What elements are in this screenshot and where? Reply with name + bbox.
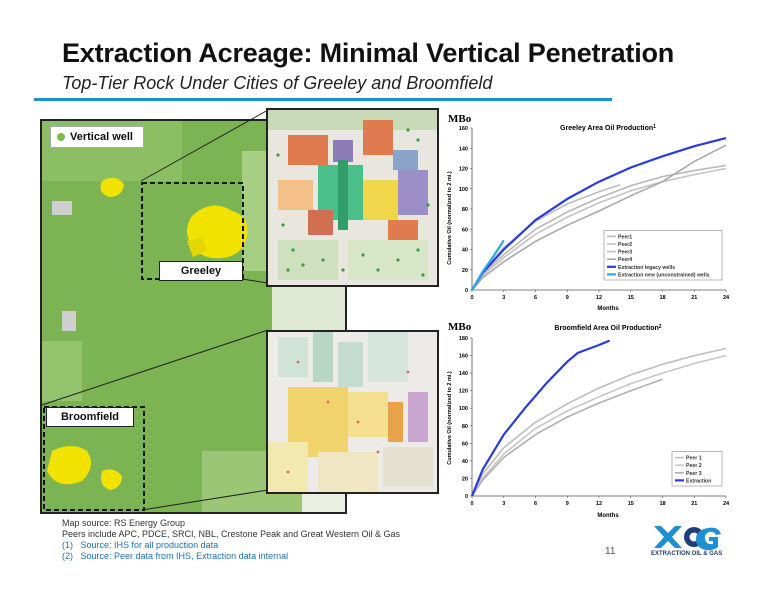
y-tick-label: 80: [462, 424, 468, 430]
legend-entry: Peer2: [618, 242, 632, 248]
x-tick-label: 24: [723, 501, 730, 507]
legend-entry: Peer 1: [686, 456, 702, 462]
greeley-inset-map: [266, 108, 439, 287]
x-tick-label: 18: [659, 295, 665, 301]
series-line-3: [471, 183, 621, 291]
chart-legend: [603, 230, 723, 281]
map-legend: Vertical well: [50, 126, 144, 148]
y-tick-label: 40: [462, 248, 468, 254]
legend-entry: Extraction: [686, 478, 711, 484]
x-tick-label: 18: [659, 501, 665, 507]
broomfield-inset-map: [266, 330, 439, 494]
x-tick-label: 15: [628, 295, 634, 301]
y-tick-label: 20: [462, 476, 468, 482]
x-tick-label: 6: [534, 501, 537, 507]
title-rule: [34, 98, 612, 101]
y-tick-label: 140: [459, 371, 468, 377]
page-number: 11: [605, 546, 616, 557]
greeley-inset-drawing: [268, 110, 437, 285]
y-tick-label: 60: [462, 441, 468, 447]
x-tick-label: 9: [566, 501, 569, 507]
footnote-1: (1) Source: IHS for all production data: [62, 540, 219, 550]
peers-note: Peers include APC, PDCE, SRCI, NBL, Cres…: [62, 529, 400, 539]
x-tick-label: 0: [470, 501, 473, 507]
x-tick-label: 0: [470, 295, 473, 301]
series-line-3: [471, 378, 663, 497]
series-line-4: [470, 339, 611, 497]
legend-entry: Peer3: [618, 250, 632, 256]
y-tick-label: 0: [465, 288, 468, 294]
y-tick-label: 20: [462, 268, 468, 274]
vertical-well-dot-icon: [57, 133, 65, 141]
footnote-2: (2) Source: Peer data from IHS, Extracti…: [62, 551, 289, 561]
x-tick-label: 3: [502, 501, 505, 507]
page-title: Extraction Acreage: Minimal Vertical Pen…: [62, 38, 675, 68]
greeley-production-chart: MBo Greeley Area Oil Production1 Months …: [447, 113, 730, 312]
x-axis-label: Months: [597, 306, 619, 312]
x-axis-label: Months: [597, 513, 619, 519]
y-tick-label: 0: [465, 494, 468, 500]
y-tick-label: 120: [459, 167, 468, 173]
y-tick-label: 60: [462, 227, 468, 233]
x-tick-label: 15: [628, 501, 634, 507]
x-tick-label: 24: [723, 295, 730, 301]
logo-text: EXTRACTION OIL & GAS: [651, 551, 723, 557]
y-tick-label: 160: [459, 126, 468, 132]
legend-entry: Peer4: [618, 257, 632, 263]
broomfield-production-chart: MBo Broomfield Area Oil Production2 Mont…: [447, 321, 730, 519]
y-axis-label: Cumulative Oil (normalized to 2 mi.): [447, 171, 453, 265]
x-tick-label: 21: [691, 501, 697, 507]
chart-unit-label: MBo: [448, 113, 472, 125]
legend-entry: Extraction new (unconstrained) wells: [618, 272, 710, 278]
x-tick-label: 9: [566, 295, 569, 301]
map-source-note: Map source: RS Energy Group: [62, 518, 186, 528]
series-line-2: [471, 167, 727, 291]
broomfield-label: Broomfield: [46, 407, 134, 427]
x-tick-label: 6: [534, 295, 537, 301]
chart-unit-label: MBo: [448, 321, 472, 333]
chart-title: Greeley Area Oil Production1: [560, 124, 656, 132]
series-line-6: [471, 239, 505, 291]
broomfield-inset-drawing: [268, 332, 437, 492]
greeley-label: Greeley: [159, 261, 243, 281]
y-axis-label: Cumulative Oil (normalized to 2 mi.): [447, 371, 453, 465]
x-tick-label: 12: [596, 501, 602, 507]
y-tick-label: 40: [462, 459, 468, 465]
legend-entry: Peer 3: [686, 471, 702, 477]
y-tick-label: 80: [462, 207, 468, 213]
series-line-2: [471, 354, 727, 497]
y-tick-label: 180: [459, 336, 468, 342]
legend-entry: Extraction legacy wells: [618, 265, 675, 271]
map-legend-label: Vertical well: [70, 131, 133, 143]
x-tick-label: 3: [502, 295, 505, 301]
series-line-4: [471, 144, 727, 291]
xog-logo-icon: [650, 522, 721, 551]
footnotes: Map source: RS Energy Group Peers includ…: [62, 518, 400, 562]
y-tick-label: 100: [459, 406, 468, 412]
y-tick-label: 120: [459, 389, 468, 395]
chart-title: Broomfield Area Oil Production2: [554, 324, 661, 332]
legend-entry: Peer 2: [686, 463, 702, 469]
y-tick-label: 160: [459, 354, 468, 360]
series-line-5: [471, 137, 727, 291]
legend-entry: Peer1: [618, 234, 632, 240]
page-subtitle: Top-Tier Rock Under Cities of Greeley an…: [62, 73, 493, 93]
series-line-1: [471, 164, 727, 291]
series-line-1: [471, 347, 727, 497]
x-tick-label: 12: [596, 295, 602, 301]
y-tick-label: 100: [459, 187, 468, 193]
x-tick-label: 21: [691, 295, 697, 301]
y-tick-label: 140: [459, 146, 468, 152]
